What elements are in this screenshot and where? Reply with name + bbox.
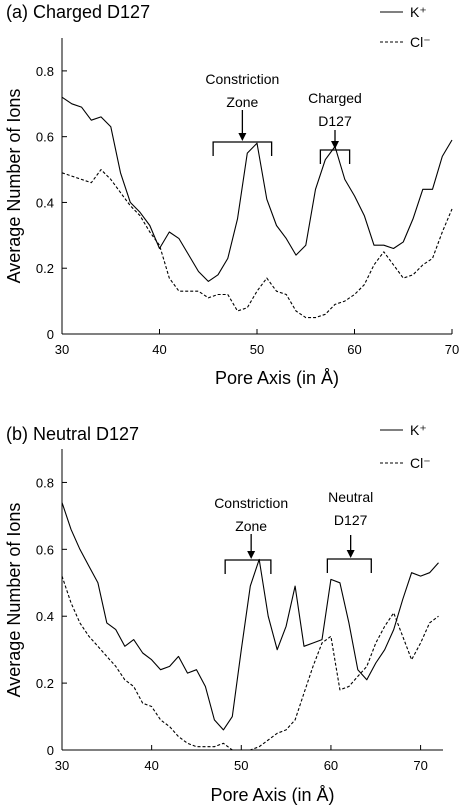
legend-label: K⁺: [410, 422, 427, 438]
annotation-0: Constriction Zone: [214, 495, 288, 574]
annotation-arrow-head: [238, 133, 247, 141]
y-tick-label: 0: [47, 327, 54, 342]
annotation-text: Zone: [226, 94, 258, 110]
y-tick-label: 0.2: [36, 676, 54, 691]
annotation-text: D127: [318, 113, 352, 129]
annotation-bracket: [326, 558, 372, 573]
y-tick-label: 0.8: [36, 475, 54, 490]
chart-panel-a: (a) Charged D127 30 40 50 60 70 0 0.2 0.4 0.6 0.8 P…: [4, 2, 459, 388]
x-tick-label: 50: [234, 758, 248, 773]
legend-label: Cl⁻: [410, 34, 431, 50]
x-tick-label: 30: [55, 758, 69, 773]
legend-label: Cl⁻: [410, 455, 431, 471]
series-line-cl: [61, 169, 453, 319]
x-tick-label: 30: [55, 342, 69, 357]
annotation-bracket: [212, 141, 273, 156]
annotation-text: Constriction: [214, 495, 288, 511]
y-axis-title: Average Number of Ions: [4, 89, 24, 284]
annotation-bracket: [224, 559, 272, 574]
annotation-text: Constriction: [205, 71, 279, 87]
annotation-text: Neutral: [328, 489, 373, 505]
annotation-1: Neutral D127: [326, 489, 373, 573]
y-tick-label: 0.2: [36, 261, 54, 276]
x-tick-label: 40: [144, 758, 158, 773]
y-tick-label: 0: [47, 743, 54, 758]
chart-panel-b: (b) Neutral D127 30 40 50 60 70 0 0.2 0.4 0.6 0.8 P…: [4, 422, 443, 805]
annotation-arrow-head: [331, 141, 339, 149]
x-tick-label: 70: [413, 758, 427, 773]
y-axis-title: Average Number of Ions: [4, 503, 24, 698]
x-axis-title: Pore Axis (in Å): [210, 785, 334, 805]
y-tick-label: 0.8: [36, 64, 54, 79]
panel-title: (a) Charged D127: [6, 2, 150, 22]
annotation-text: D127: [334, 512, 368, 528]
x-axis-title: Pore Axis (in Å): [215, 368, 339, 388]
x-tick-label: 60: [324, 758, 338, 773]
annotation-0: Constriction Zone: [205, 71, 279, 156]
annotation-text: Zone: [235, 518, 267, 534]
y-tick-label: 0.4: [36, 195, 54, 210]
panel-title: (b) Neutral D127: [6, 424, 139, 444]
series-line-cl: [61, 575, 439, 751]
x-tick-label: 50: [250, 342, 264, 357]
annotation-1: Charged D127: [308, 90, 362, 164]
legend-label: K⁺: [410, 4, 427, 20]
x-tick-label: 40: [152, 342, 166, 357]
annotation-arrow-head: [247, 551, 256, 559]
x-tick-label: 70: [445, 342, 459, 357]
y-tick-label: 0.6: [36, 542, 54, 557]
x-tick-label: 60: [347, 342, 361, 357]
annotation-text: Charged: [308, 90, 362, 106]
series-line-k: [61, 502, 439, 731]
y-tick-label: 0.4: [36, 609, 54, 624]
y-tick-label: 0.6: [36, 130, 54, 145]
series-line-k: [61, 96, 453, 282]
annotation-bracket: [319, 149, 351, 164]
annotation-arrow-head: [346, 550, 355, 558]
